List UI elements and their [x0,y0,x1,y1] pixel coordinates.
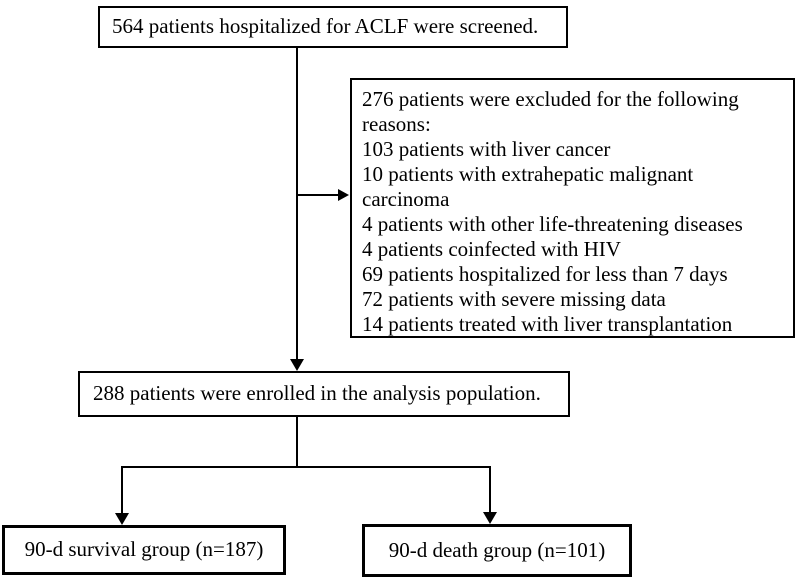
enrolled-box-text: 288 patients were enrolled in the analys… [93,381,541,406]
connector-screened-to-enrolled [296,48,298,360]
connector-enrolled-stem [296,417,298,467]
connector-split-branch [121,466,491,468]
screened-box: 564 patients hospitalized for ACLF were … [98,6,568,48]
enrolled-box: 288 patients were enrolled in the analys… [78,371,570,417]
excluded-item: 10 patients with extrahepatic malignant … [362,162,694,211]
excluded-item: 276 patients were excluded for the follo… [362,87,739,136]
excluded-item: 4 patients coinfected with HIV [362,237,621,261]
excluded-item: 14 patients treated with liver transplan… [362,312,733,336]
arrow-right-excluded-icon [338,189,349,201]
survival-group-text: 90-d survival group (n=187) [24,537,264,562]
connector-branch-to-excluded [297,194,340,196]
arrow-down-death-icon [483,512,497,524]
connector-branch-to-death [489,467,491,513]
excluded-item: 69 patients hospitalized for less than 7… [362,262,728,286]
screened-box-text: 564 patients hospitalized for ACLF were … [112,14,539,39]
arrow-down-survival-icon [115,513,129,525]
connector-branch-to-survival [121,467,123,514]
death-group-box: 90-d death group (n=101) [362,524,632,577]
excluded-item: 103 patients with liver cancer [362,137,611,161]
excluded-box: 276 patients were excluded for the follo… [350,78,795,338]
death-group-text: 90-d death group (n=101) [388,537,606,562]
arrow-down-enrolled-icon [290,359,304,371]
excluded-item: 72 patients with severe missing data [362,287,666,311]
survival-group-box: 90-d survival group (n=187) [2,525,286,575]
excluded-item: 4 patients with other life-threatening d… [362,212,743,236]
